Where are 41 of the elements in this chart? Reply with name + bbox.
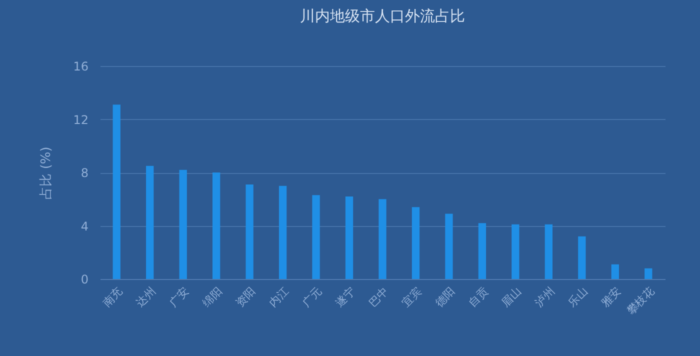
- bar: [478, 223, 486, 279]
- y-axis-title: 占比 (%): [39, 146, 54, 200]
- bar: [345, 196, 354, 279]
- x-tick-label: 攀枝花: [624, 284, 657, 318]
- x-tick-label: 广安: [166, 284, 192, 310]
- x-tick-label: 广元: [300, 284, 325, 310]
- x-tick-label: 雅安: [598, 284, 624, 310]
- x-tick-label: 绵阳: [200, 284, 225, 310]
- x-tick-label: 遂宁: [333, 284, 358, 310]
- x-tick-label: 眉山: [499, 284, 524, 310]
- x-tick-label: 南充: [100, 284, 126, 310]
- x-tick-label: 巴中: [366, 284, 391, 310]
- bar: [179, 170, 187, 279]
- y-tick-label: 16: [73, 60, 88, 74]
- bar: [278, 186, 287, 279]
- x-tick-label: 达州: [134, 284, 158, 310]
- y-tick-label: 4: [80, 219, 88, 234]
- x-tick-label: 资阳: [233, 284, 258, 310]
- bar: [378, 199, 386, 279]
- x-tick-label: 德阳: [432, 284, 458, 310]
- y-tick-label: 8: [80, 166, 88, 180]
- bar: [544, 224, 553, 279]
- x-tick-label: 内江: [266, 284, 292, 310]
- x-tick-label: 泸州: [532, 284, 558, 310]
- bar: [312, 195, 320, 279]
- y-tick-label: 0: [80, 272, 88, 286]
- x-tick-label: 宜宾: [399, 284, 424, 310]
- bar: [146, 166, 154, 279]
- bar: [246, 184, 254, 279]
- bar: [578, 236, 586, 279]
- bar: [212, 172, 220, 279]
- chart-title: 川内地级市人口外流占比: [300, 7, 465, 25]
- bar: [112, 104, 120, 279]
- x-tick-label: 乐山: [566, 284, 590, 310]
- bar: [644, 268, 652, 279]
- bar: [412, 207, 420, 279]
- bar: [512, 224, 520, 279]
- x-tick-label: 自贡: [466, 284, 491, 310]
- y-tick-label: 12: [73, 112, 88, 127]
- bar: [611, 264, 619, 279]
- bar: [445, 214, 453, 279]
